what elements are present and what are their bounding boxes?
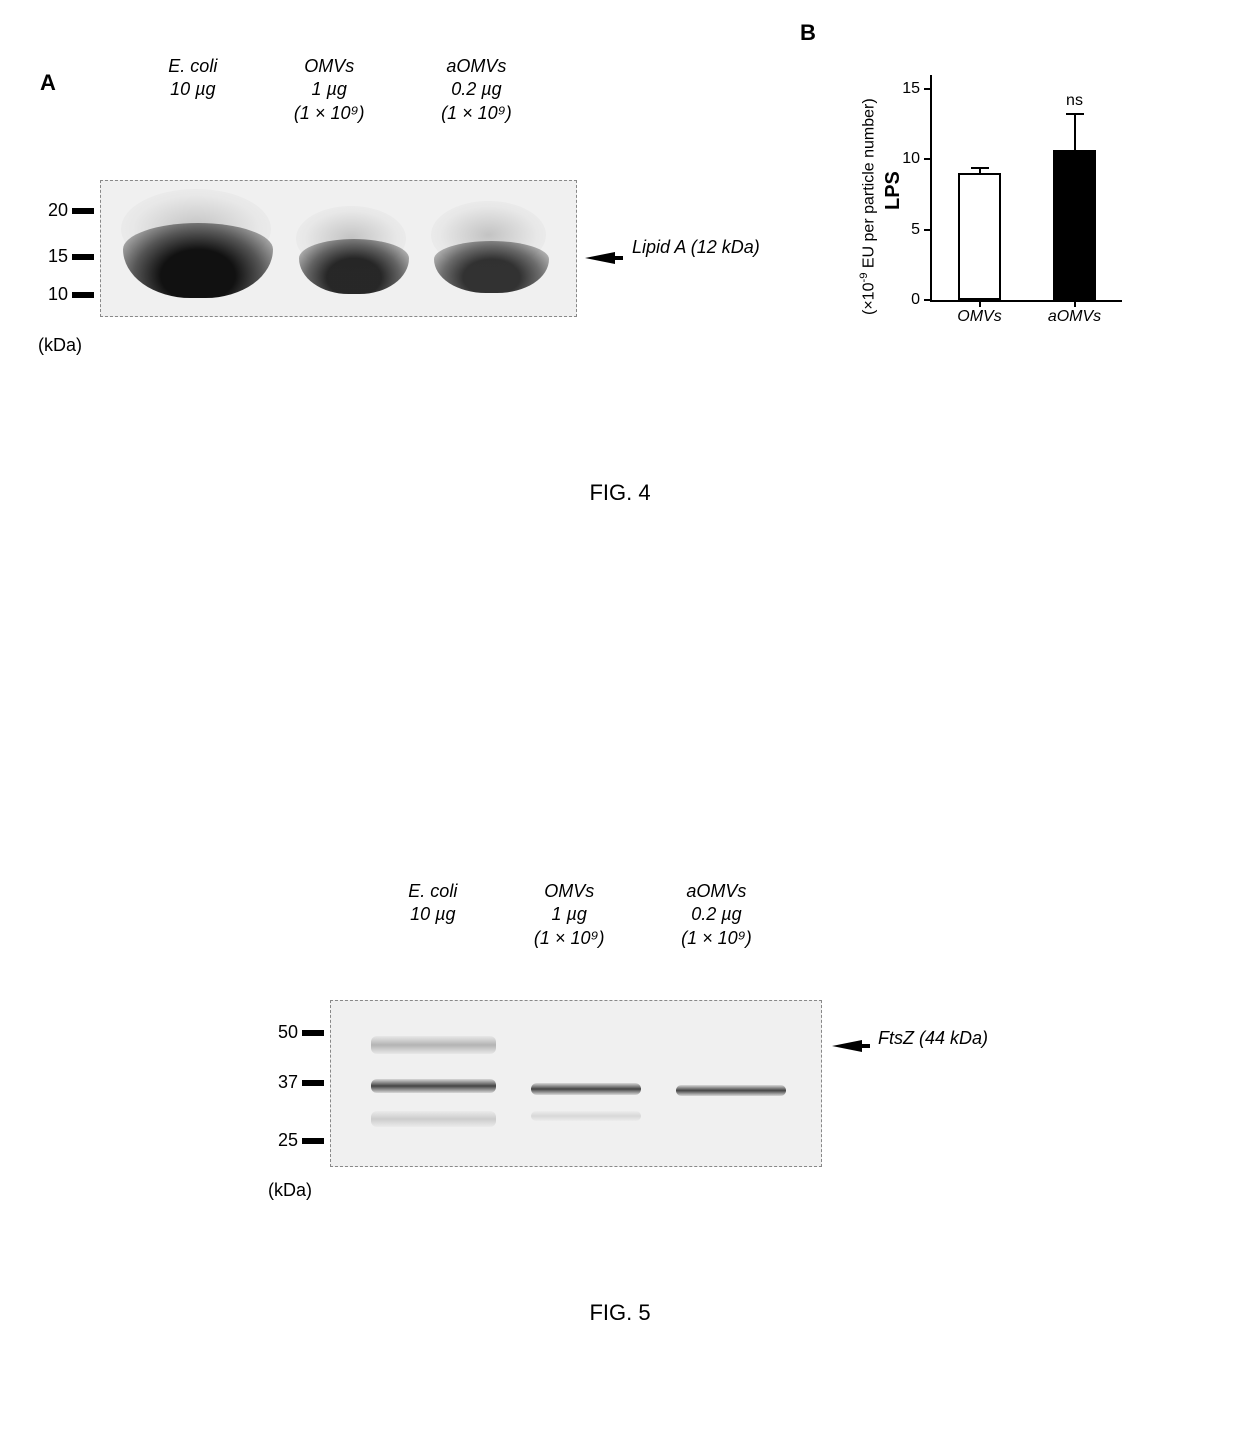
- page: A E. coli 10 µg OMVs 1 µg (1 × 10⁹) aOMV…: [0, 0, 1240, 1434]
- marker-20: 20: [38, 200, 94, 221]
- marker-20-value: 20: [38, 200, 68, 221]
- fig5-caption: FIG. 5: [0, 1300, 1240, 1326]
- xtick-label: aOMVs: [1048, 308, 1101, 326]
- ytick-label: 0: [911, 291, 920, 309]
- sample-label-omvs: OMVs 1 µg (1 × 10⁹): [294, 55, 365, 125]
- errorbar: [1074, 114, 1076, 149]
- fig5-sample-omvs: OMVs 1 µg (1 × 10⁹): [534, 880, 605, 950]
- lps-plot-area: 051015OMVsaOMVsns: [930, 75, 1122, 302]
- marker-10: 10: [38, 284, 94, 305]
- fig5-marker-50: 50: [268, 1022, 324, 1043]
- ftsz-arrow-icon: [832, 1040, 862, 1052]
- ylabel-secondary: (×10-9 EU per particle number): [858, 98, 878, 315]
- panel-a-sample-labels: E. coli 10 µg OMVs 1 µg (1 × 10⁹) aOMVs …: [130, 55, 550, 125]
- xtick: [1074, 300, 1076, 307]
- panel-a-unit: (kDa): [38, 335, 82, 356]
- xtick: [979, 300, 981, 307]
- fig5-marker-50-value: 50: [268, 1022, 298, 1043]
- fig5-marker-37-value: 37: [268, 1072, 298, 1093]
- fig5-sample-labels: E. coli 10 µg OMVs 1 µg (1 × 10⁹) aOMVs …: [370, 880, 790, 950]
- ylabel-primary: LPS: [882, 171, 905, 210]
- ytick: [924, 88, 932, 90]
- panel-a-label: A: [40, 70, 56, 96]
- bar-omvs: [958, 173, 1001, 300]
- errorbar-cap: [971, 167, 989, 169]
- fig5-sample-aomvs: aOMVs 0.2 µg (1 × 10⁹): [681, 880, 752, 950]
- fig5-marker-37: 37: [268, 1072, 324, 1093]
- fig5-marker-25-value: 25: [268, 1130, 298, 1151]
- marker-15-value: 15: [38, 246, 68, 267]
- sample-label-ecoli: E. coli 10 µg: [168, 55, 217, 125]
- panel-a-blot: [100, 180, 577, 317]
- ytick: [924, 158, 932, 160]
- panel-b-label: B: [800, 20, 816, 46]
- lipid-a-arrow-icon: [585, 252, 615, 264]
- marker-15: 15: [38, 246, 94, 267]
- ftsz-annotation: FtsZ (44 kDa): [878, 1028, 988, 1050]
- errorbar-cap: [1066, 113, 1084, 115]
- ns-annotation: ns: [1066, 92, 1083, 110]
- fig5-marker-25: 25: [268, 1130, 324, 1151]
- fig5-blot: [330, 1000, 822, 1167]
- ytick: [924, 299, 932, 301]
- fig5-unit: (kDa): [268, 1180, 312, 1201]
- ytick: [924, 229, 932, 231]
- ytick-label: 5: [911, 221, 920, 239]
- bar-aomvs: [1053, 150, 1096, 300]
- fig5-sample-ecoli: E. coli 10 µg: [408, 880, 457, 950]
- ytick-label: 15: [902, 80, 920, 98]
- ytick-label: 10: [902, 150, 920, 168]
- sample-label-aomvs: aOMVs 0.2 µg (1 × 10⁹): [441, 55, 512, 125]
- lps-bar-chart: (×10-9 EU per particle number) LPS 05101…: [890, 55, 1170, 355]
- xtick-label: OMVs: [957, 308, 1001, 326]
- lipid-a-annotation: Lipid A (12 kDa): [632, 237, 760, 259]
- marker-10-value: 10: [38, 284, 68, 305]
- fig4-caption: FIG. 4: [0, 480, 1240, 506]
